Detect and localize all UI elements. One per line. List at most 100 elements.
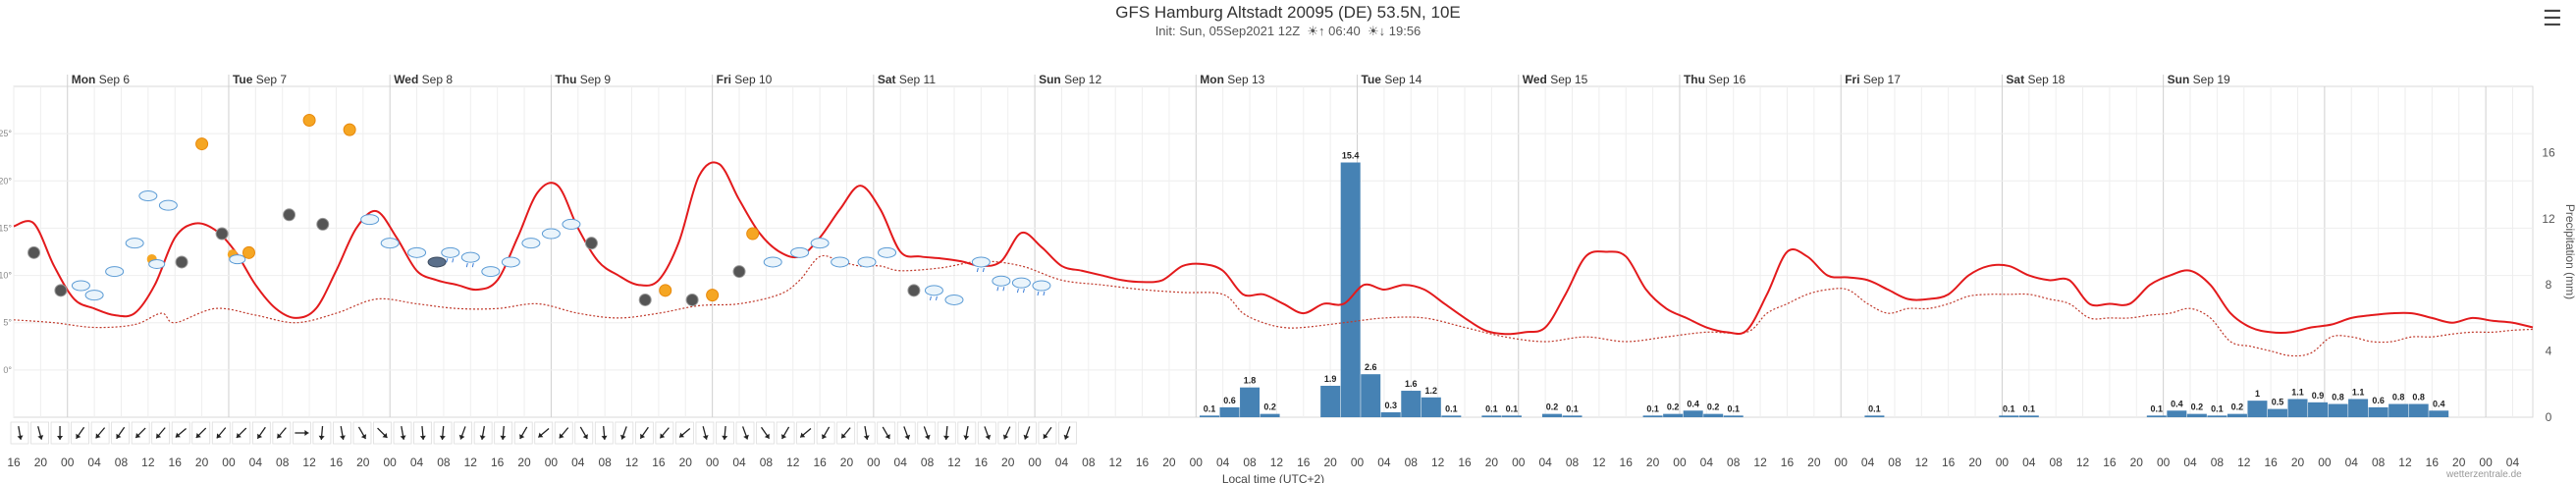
temp-axis-tick-label: 5° bbox=[3, 318, 12, 328]
wind-arrow-icon bbox=[702, 426, 709, 440]
cloud-icon bbox=[878, 246, 897, 258]
precip-data-label: 0.1 bbox=[1506, 403, 1519, 413]
precip-axis-label: Precipitation (mm) bbox=[2563, 204, 2576, 299]
wind-arrow-head bbox=[943, 435, 950, 440]
wind-arrow-icon bbox=[57, 426, 64, 440]
rain-drop-icon bbox=[446, 258, 449, 263]
sun-icon bbox=[242, 245, 255, 259]
wind-arrow-icon bbox=[116, 426, 126, 440]
hour-tick-label: 00 bbox=[1835, 456, 1849, 469]
rain-drop-icon bbox=[982, 267, 985, 273]
precip-data-label: 0.5 bbox=[2272, 398, 2284, 407]
wind-arrow-icon bbox=[537, 428, 550, 438]
wind-arrow-head bbox=[360, 434, 367, 440]
sunrise-time: 06:40 bbox=[1328, 24, 1361, 38]
precip-data-label: 1.2 bbox=[1425, 386, 1438, 396]
wind-arrow-icon bbox=[963, 425, 970, 441]
sun-icon bbox=[659, 284, 672, 297]
precip-bar bbox=[2227, 413, 2247, 417]
wind-arrow-icon bbox=[357, 426, 367, 440]
wind-arrow-icon bbox=[458, 426, 466, 440]
precip-bar bbox=[1380, 411, 1401, 417]
precip-data-label: 0.9 bbox=[2312, 391, 2325, 401]
wind-arrow-icon bbox=[195, 427, 207, 439]
hour-tick-label: 00 bbox=[2157, 456, 2171, 469]
sun-icon bbox=[302, 114, 316, 128]
rain-drop-icon bbox=[929, 295, 932, 300]
precip-data-label: 1.1 bbox=[2352, 387, 2365, 397]
cloud-icon bbox=[138, 190, 158, 202]
precip-data-label: 0.1 bbox=[1445, 403, 1458, 413]
precip-data-label: 0.1 bbox=[1566, 403, 1579, 413]
wind-arrow-head bbox=[1063, 434, 1070, 440]
day-label: Sun Sep 12 bbox=[1039, 73, 1101, 86]
precip-data-label: 0.1 bbox=[1727, 403, 1740, 413]
precip-bar bbox=[1683, 410, 1703, 417]
precip-data-label: 0.1 bbox=[2151, 403, 2164, 413]
hour-tick-label: 16 bbox=[813, 456, 827, 469]
wind-arrow-icon bbox=[863, 425, 870, 441]
wind-arrow-head bbox=[439, 435, 446, 440]
wind-arrow-icon bbox=[780, 426, 790, 440]
wind-arrow-icon bbox=[984, 426, 992, 440]
cloud-icon bbox=[562, 218, 581, 230]
precip-bar bbox=[1999, 415, 2019, 417]
wind-arrow-head bbox=[135, 433, 141, 438]
hour-tick-label: 00 bbox=[706, 456, 720, 469]
precip-data-label: 0.6 bbox=[2372, 396, 2385, 405]
cloud-icon bbox=[71, 280, 90, 292]
hour-tick-label: 08 bbox=[437, 456, 451, 469]
precip-bar bbox=[1240, 387, 1261, 417]
precip-bar bbox=[2368, 406, 2388, 417]
precip-bar bbox=[1421, 397, 1441, 417]
precip-data-label: 0.2 bbox=[1667, 402, 1680, 412]
cloud-icon bbox=[105, 266, 125, 278]
wind-arrow-icon bbox=[236, 427, 247, 439]
hour-tick-label: 08 bbox=[2372, 456, 2386, 469]
wind-arrow-head bbox=[1002, 434, 1009, 440]
wind-arrow-icon bbox=[742, 426, 749, 440]
rain-drop-icon bbox=[1016, 289, 1019, 294]
hour-tick-label: 16 bbox=[2426, 456, 2440, 469]
moon-icon bbox=[316, 217, 330, 231]
wind-arrow-head bbox=[985, 434, 992, 440]
hour-tick-label: 12 bbox=[625, 456, 639, 469]
hour-tick-label: 12 bbox=[1592, 456, 1606, 469]
precip-data-label: 0.8 bbox=[2412, 393, 2425, 402]
wind-arrow-icon bbox=[439, 425, 446, 441]
wind-arrow-head bbox=[17, 435, 24, 440]
cloud-icon bbox=[125, 238, 144, 249]
cloud-icon bbox=[158, 199, 178, 211]
precip-axis-tick-label: 4 bbox=[2546, 345, 2552, 358]
wind-arrow-head bbox=[1043, 433, 1048, 439]
sun-icon bbox=[706, 289, 720, 302]
wind-arrow-icon bbox=[134, 427, 146, 439]
rain-drop-icon bbox=[1037, 291, 1040, 296]
wind-arrow-head bbox=[743, 434, 749, 440]
wind-arrow-head bbox=[257, 433, 263, 439]
rain-cloud-icon bbox=[1032, 280, 1051, 292]
wind-arrow-icon bbox=[760, 426, 771, 440]
precip-bar bbox=[1642, 415, 1663, 417]
hour-tick-label: 20 bbox=[517, 456, 531, 469]
precip-data-label: 0.8 bbox=[2332, 393, 2344, 402]
wind-arrow-head bbox=[559, 433, 564, 439]
rain-drop-icon bbox=[935, 295, 938, 300]
wind-arrow-icon bbox=[678, 428, 691, 438]
precip-bar bbox=[2429, 410, 2449, 417]
precip-bar bbox=[2287, 399, 2308, 417]
precip-bar bbox=[1340, 162, 1361, 417]
precip-data-label: 1.1 bbox=[2291, 387, 2304, 397]
hour-tick-label: 04 bbox=[571, 456, 585, 469]
plot-area bbox=[13, 85, 2534, 418]
hour-tick-label: 04 bbox=[1538, 456, 1552, 469]
hour-tick-label: 00 bbox=[61, 456, 75, 469]
hamburger-menu-icon[interactable]: ☰ bbox=[2543, 6, 2562, 30]
precip-axis-tick-label: 8 bbox=[2546, 278, 2552, 292]
hour-tick-label: 08 bbox=[1727, 456, 1741, 469]
precip-bar bbox=[2348, 399, 2369, 417]
temp-axis-tick-label: 10° bbox=[0, 271, 12, 281]
wind-arrow-head bbox=[924, 434, 931, 440]
precip-axis-tick-label: 16 bbox=[2542, 145, 2555, 159]
precip-data-label: 0.1 bbox=[1204, 403, 1216, 413]
